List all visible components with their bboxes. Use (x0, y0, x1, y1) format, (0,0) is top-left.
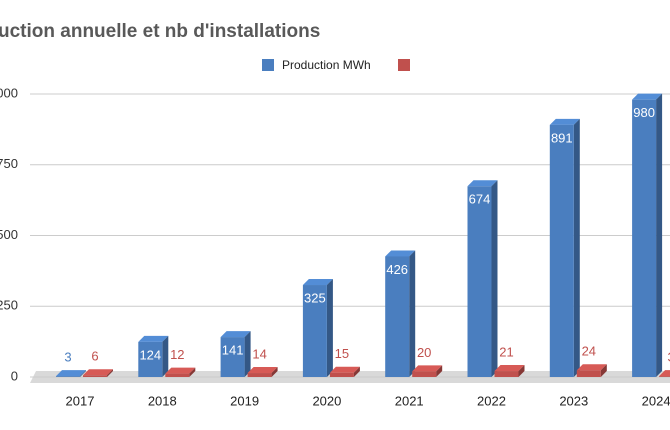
bar-top (138, 335, 169, 342)
data-label: 6 (91, 349, 98, 364)
bar (138, 341, 163, 377)
data-label: 325 (304, 290, 326, 305)
bar (83, 375, 107, 377)
y-tick-label: 250 (0, 298, 18, 313)
data-label: 12 (170, 347, 184, 362)
bar (247, 373, 272, 377)
data-label: 3 (64, 350, 71, 365)
chart-title: uction annuelle et nb d'installations (0, 21, 320, 42)
bar (302, 285, 327, 377)
data-label: 21 (499, 344, 513, 359)
bar-top (632, 93, 663, 100)
x-tick-label: 2024 (642, 393, 670, 408)
bar (632, 99, 657, 377)
bar-side (107, 369, 113, 377)
bar-top (329, 366, 360, 373)
data-label: 891 (551, 130, 573, 145)
x-tick-label: 2023 (559, 393, 588, 408)
x-tick-label: 2018 (148, 393, 177, 408)
y-tick-label: 750 (0, 156, 18, 171)
y-tick-label: 500 (0, 227, 18, 242)
bar-top (302, 279, 333, 286)
bar-top (412, 365, 443, 372)
bar-side (436, 365, 443, 377)
bar-side (600, 364, 607, 377)
bar-top (576, 364, 607, 371)
data-label: 141 (222, 343, 244, 358)
x-tick-label: 2017 (66, 393, 95, 408)
bar-side (353, 366, 360, 377)
bar-side (409, 250, 416, 377)
bar-side (271, 367, 278, 377)
data-label: 15 (335, 346, 349, 361)
bar-side (326, 279, 333, 377)
bar (329, 372, 354, 377)
bar-side (80, 370, 86, 377)
x-tick-label: 2020 (312, 393, 341, 408)
bar (549, 124, 574, 377)
bar-side (656, 93, 663, 377)
data-label: 674 (469, 192, 491, 207)
bar (659, 376, 670, 377)
data-label: 124 (139, 347, 161, 362)
bar-top (385, 250, 416, 257)
y-tick-label: 0 (11, 368, 18, 383)
bar (576, 370, 601, 377)
bar-side (244, 331, 251, 377)
bar-side (518, 365, 525, 377)
bar-top (165, 367, 196, 374)
bar-top (467, 180, 498, 187)
bar (467, 186, 492, 377)
bar-side (573, 118, 580, 378)
bar-top (56, 370, 86, 377)
bar (385, 256, 410, 377)
data-label: 20 (417, 345, 431, 360)
legend-swatch (398, 59, 410, 71)
x-tick-label: 2019 (230, 393, 259, 408)
bar-side (189, 367, 196, 377)
bar (220, 337, 245, 377)
bar (494, 371, 519, 377)
bar-top (549, 118, 580, 125)
y-tick-label: 000 (0, 85, 18, 100)
bar (412, 371, 437, 377)
data-label: 3 (667, 350, 670, 365)
bar-top (247, 367, 278, 374)
bar (56, 376, 80, 377)
bar (165, 373, 190, 377)
data-label: 426 (386, 262, 408, 277)
bar-top (494, 365, 525, 372)
bar-side (491, 180, 498, 377)
data-label: 14 (252, 346, 266, 361)
legend-label: Production MWh (282, 58, 371, 72)
x-tick-label: 2021 (395, 393, 424, 408)
bar-top (220, 331, 251, 338)
bar-side (162, 335, 169, 377)
x-tick-label: 2022 (477, 393, 506, 408)
data-label: 980 (633, 105, 655, 120)
data-label: 24 (582, 344, 596, 359)
bar-top (659, 370, 670, 377)
bar-top (83, 369, 113, 376)
legend-swatch (262, 59, 274, 71)
